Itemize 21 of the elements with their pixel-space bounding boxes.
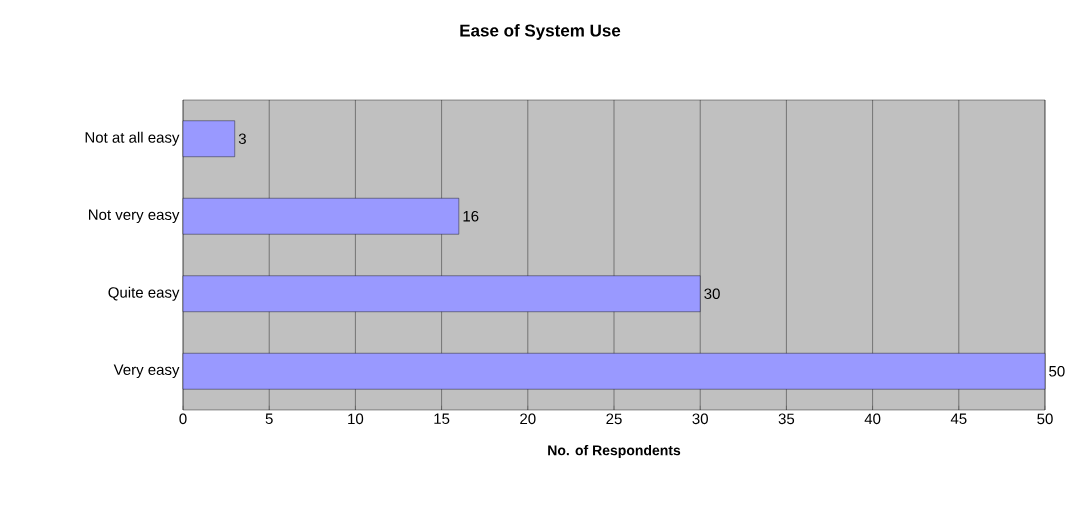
x-tick-label: 40: [864, 413, 881, 425]
x-tick-label: 25: [606, 413, 622, 425]
y-tick-label: Quite easy: [108, 286, 180, 301]
x-tick-label: 15: [434, 413, 450, 424]
y-tick-label: Not very easy: [89, 209, 180, 223]
x-tick-label: 0: [179, 413, 187, 425]
chart-title: Ease of System Use: [460, 24, 621, 40]
x-tick-label: 30: [692, 413, 708, 425]
y-tick-label: Not at all easy: [85, 131, 180, 146]
data-label: 16: [463, 210, 479, 222]
x-tick-label: 10: [348, 413, 364, 425]
data-label: 50: [1049, 365, 1065, 377]
y-tick-label: Very easy: [113, 364, 180, 378]
x-tick-label: 45: [950, 413, 967, 424]
data-label: 30: [704, 288, 720, 300]
x-tick-label: 20: [520, 413, 536, 425]
x-tick-label: 50: [1037, 413, 1053, 425]
data-label: 3: [238, 133, 246, 145]
x-tick-label: 35: [778, 413, 795, 425]
x-axis-title: No. of Respondents: [548, 445, 681, 459]
x-tick-label: 5: [265, 413, 273, 424]
